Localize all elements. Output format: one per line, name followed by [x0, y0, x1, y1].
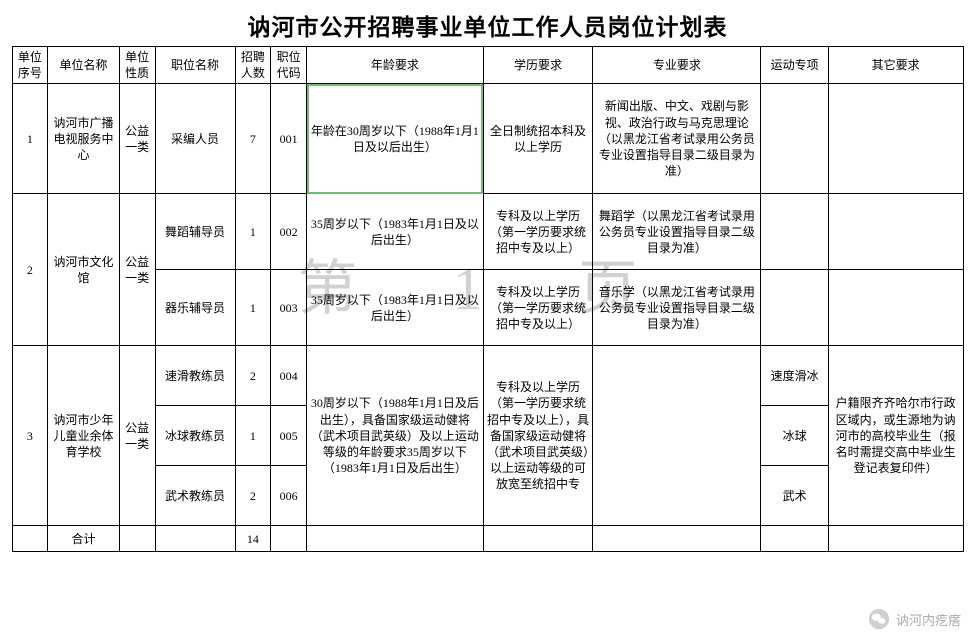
- cell-count: 2: [235, 466, 271, 526]
- cell-major: [593, 346, 761, 526]
- cell-blank: [119, 526, 155, 552]
- col-code: 职位代码: [271, 47, 307, 84]
- cell-nature: 公益一类: [119, 84, 155, 194]
- cell-unit: 讷河市广播电视服务中心: [48, 84, 120, 194]
- cell-age: 35周岁以下（1983年1月1日及以后出生）: [307, 194, 484, 270]
- cell-code: 003: [271, 270, 307, 346]
- cell-count: 1: [235, 406, 271, 466]
- cell-position: 冰球教练员: [155, 406, 235, 466]
- cell-age-highlight: 年龄在30周岁以下（1988年1月1日及以后出生）: [307, 84, 484, 194]
- cell-code: 001: [271, 84, 307, 194]
- cell-sport: 速度滑冰: [761, 346, 828, 406]
- cell-edu: 专科及以上学历（第一学历要求统招中专及以上）: [483, 270, 592, 346]
- cell-blank: [307, 526, 484, 552]
- cell-edu: 专科及以上学历（第一学历要求统招中专及以上）: [483, 194, 592, 270]
- cell-sport: [761, 270, 828, 346]
- cell-other: [828, 84, 963, 194]
- cell-blank: [483, 526, 592, 552]
- cell-code: 005: [271, 406, 307, 466]
- cell-sport: 冰球: [761, 406, 828, 466]
- cell-edu: 全日制统招本科及以上学历: [483, 84, 592, 194]
- cell-other: [828, 194, 963, 270]
- cell-blank: [271, 526, 307, 552]
- cell-nature: 公益一类: [119, 346, 155, 526]
- brand-text: 讷河内疙瘩: [896, 610, 961, 629]
- col-other: 其它要求: [828, 47, 963, 84]
- cell-count: 2: [235, 346, 271, 406]
- cell-major: 舞蹈学（以黑龙江省考试录用公务员专业设置指导目录二级目录为准）: [593, 194, 761, 270]
- cell-position: 器乐辅导员: [155, 270, 235, 346]
- cell-count: 7: [235, 84, 271, 194]
- col-edu: 学历要求: [483, 47, 592, 84]
- col-nature: 单位性质: [119, 47, 155, 84]
- col-age: 年龄要求: [307, 47, 484, 84]
- cell-sport: 武术: [761, 466, 828, 526]
- table-row: 2 讷河市文化馆 公益一类 舞蹈辅导员 1 002 35周岁以下（1983年1月…: [12, 194, 963, 270]
- cell-seq: 1: [12, 84, 48, 194]
- cell-blank: [155, 526, 235, 552]
- col-seq: 单位序号: [12, 47, 48, 84]
- cell-position: 采编人员: [155, 84, 235, 194]
- cell-position: 速滑教练员: [155, 346, 235, 406]
- cell-seq: 3: [12, 346, 48, 526]
- cell-sport: [761, 194, 828, 270]
- cell-total-count: 14: [235, 526, 271, 552]
- cell-blank: [12, 526, 48, 552]
- cell-nature: 公益一类: [119, 194, 155, 346]
- cell-edu: 专科及以上学历（第一学历要求统招中专及以上），具备国家级运动健将（武术项目武英级…: [483, 346, 592, 526]
- cell-seq: 2: [12, 194, 48, 346]
- cell-major: 新闻出版、中文、戏剧与影视、政治行政与马克思理论（以黑龙江省考试录用公务员专业设…: [593, 84, 761, 194]
- cell-count: 1: [235, 270, 271, 346]
- col-major: 专业要求: [593, 47, 761, 84]
- page-title: 讷河市公开招聘事业单位工作人员岗位计划表: [0, 0, 975, 46]
- cell-code: 004: [271, 346, 307, 406]
- cell-blank: [761, 526, 828, 552]
- job-plan-table: 单位序号 单位名称 单位性质 职位名称 招聘人数 职位代码 年龄要求 学历要求 …: [12, 46, 964, 552]
- total-row: 合计 14: [12, 526, 963, 552]
- table-row: 1 讷河市广播电视服务中心 公益一类 采编人员 7 001 年龄在30周岁以下（…: [12, 84, 963, 194]
- cell-unit: 讷河市少年儿童业余体育学校: [48, 346, 120, 526]
- cell-code: 006: [271, 466, 307, 526]
- cell-blank: [828, 526, 963, 552]
- cell-age: 35周岁以下（1983年1月1日及以后出生）: [307, 270, 484, 346]
- cell-major: 音乐学（以黑龙江省考试录用公务员专业设置指导目录二级目录为准）: [593, 270, 761, 346]
- wechat-icon: [868, 608, 890, 630]
- col-unit: 单位名称: [48, 47, 120, 84]
- cell-count: 1: [235, 194, 271, 270]
- col-count: 招聘人数: [235, 47, 271, 84]
- cell-age: 30周岁以下（1988年1月1日及后出生），具备国家级运动健将（武术项目武英级）…: [307, 346, 484, 526]
- cell-code: 002: [271, 194, 307, 270]
- cell-unit: 讷河市文化馆: [48, 194, 120, 346]
- table-row: 器乐辅导员 1 003 35周岁以下（1983年1月1日及以后出生） 专科及以上…: [12, 270, 963, 346]
- cell-blank: [593, 526, 761, 552]
- table-row: 3 讷河市少年儿童业余体育学校 公益一类 速滑教练员 2 004 30周岁以下（…: [12, 346, 963, 406]
- cell-other: 户籍限齐齐哈尔市行政区域内，或生源地为讷河市的高校毕业生（报名时需提交高中毕业生…: [828, 346, 963, 526]
- cell-sport: [761, 84, 828, 194]
- col-position: 职位名称: [155, 47, 235, 84]
- col-sport: 运动专项: [761, 47, 828, 84]
- cell-position: 武术教练员: [155, 466, 235, 526]
- header-row: 单位序号 单位名称 单位性质 职位名称 招聘人数 职位代码 年龄要求 学历要求 …: [12, 47, 963, 84]
- footer-brand: 讷河内疙瘩: [868, 608, 961, 630]
- cell-total-label: 合计: [48, 526, 120, 552]
- cell-other: [828, 270, 963, 346]
- cell-position: 舞蹈辅导员: [155, 194, 235, 270]
